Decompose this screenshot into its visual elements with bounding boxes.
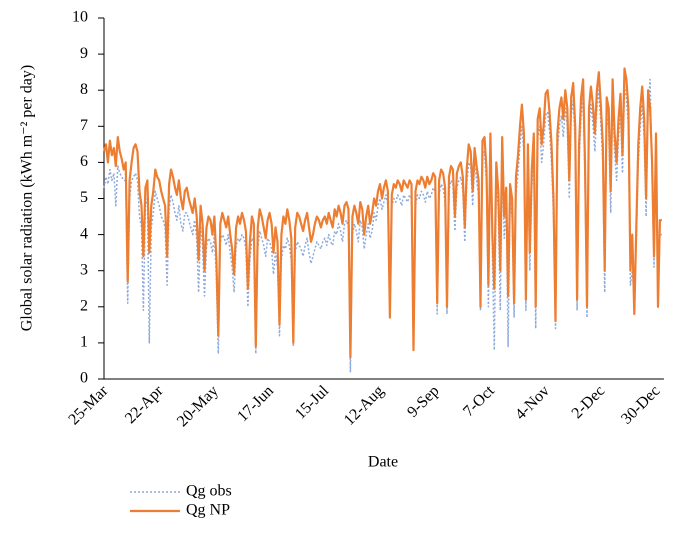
x-tick-label: 7-Oct (460, 382, 498, 420)
x-tick-label: 22-Apr (122, 382, 167, 427)
series-line (102, 67, 662, 359)
legend-label: Qg NP (186, 502, 230, 519)
x-tick-label: 30-Dec (618, 382, 663, 427)
y-tick-label: 4 (80, 225, 88, 242)
y-tick-label: 1 (80, 334, 88, 351)
y-axis-title: Global solar radiation (kWh m⁻² per day) (19, 65, 36, 332)
x-tick-label: 9-Sep (404, 382, 442, 420)
x-tick-label: 25-Mar (65, 382, 111, 428)
legend-label: Qg obs (186, 483, 232, 500)
y-tick-label: 6 (80, 153, 88, 170)
x-tick-label: 15-Jul (292, 382, 333, 423)
y-tick-label: 3 (80, 261, 88, 278)
x-axis-title: Date (368, 454, 398, 471)
y-tick-label: 0 (80, 370, 88, 387)
x-tick-label: 2-Dec (569, 382, 609, 422)
series-line (103, 78, 662, 373)
y-tick-label: 9 (80, 45, 88, 62)
x-tick-label: 20-May (174, 382, 222, 430)
y-tick-label: 8 (80, 81, 88, 98)
y-tick-label: 10 (72, 9, 88, 26)
x-tick-label: 17-Jun (234, 382, 277, 425)
y-tick-label: 7 (80, 117, 88, 134)
y-tick-label: 5 (80, 189, 88, 206)
x-tick-label: 12-Aug (341, 382, 388, 429)
x-tick-label: 4-Nov (512, 382, 553, 423)
y-tick-label: 2 (80, 297, 88, 314)
